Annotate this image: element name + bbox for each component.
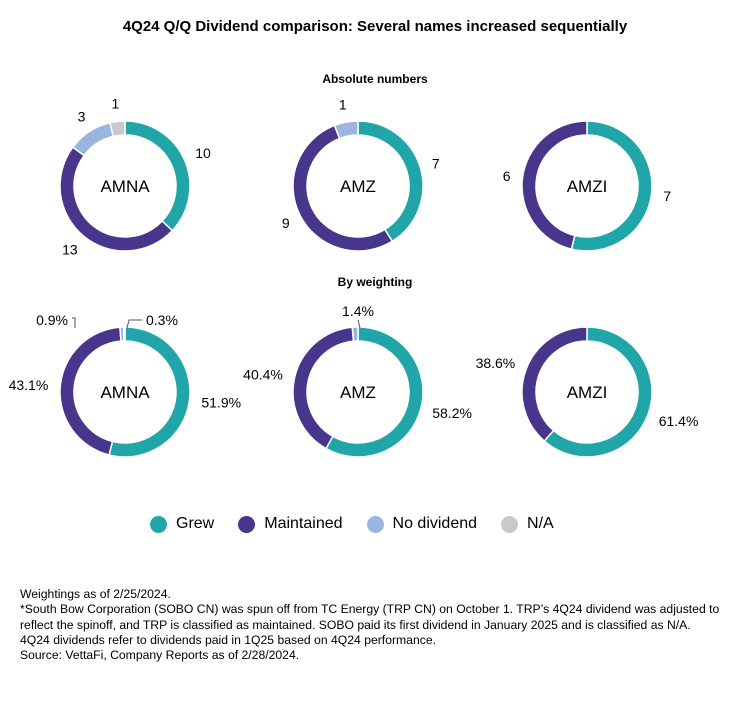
donut-center-label-amz: AMZ: [340, 383, 376, 402]
data-label-amz-grew: 7: [432, 155, 440, 171]
leader-line: [357, 319, 361, 329]
section-title-absolute: Absolute numbers: [322, 72, 428, 86]
note-source: Source: VettaFi, Company Reports as of 2…: [20, 648, 300, 663]
data-label-amna-grew: 10: [195, 145, 211, 161]
slice-amz-no-dividend: [351, 326, 359, 343]
data-label-amna-no-dividend: 0.9%: [36, 312, 68, 328]
data-label-amna-maintained: 13: [62, 242, 78, 258]
data-label-amz-maintained: 9: [282, 215, 290, 231]
chart-title: 4Q24 Q/Q Dividend comparison: Several na…: [122, 18, 628, 35]
legend-label: N/A: [527, 515, 554, 532]
data-label-amzi-grew: 61.4%: [659, 413, 699, 429]
data-label-amna-n-a: 1: [111, 96, 119, 112]
data-label-amz-maintained: 40.4%: [243, 366, 283, 382]
note-weightings: Weightings as of 2/25/2024.: [20, 587, 171, 601]
data-label-amna-n-a: 0.3%: [146, 312, 178, 328]
data-label-amz-grew: 58.2%: [432, 405, 472, 421]
slice-amz-no-dividend: [333, 120, 359, 140]
slice-amzi-maintained: [521, 120, 588, 251]
data-label-amzi-maintained: 6: [503, 168, 511, 184]
legend-swatch-grew: [150, 515, 167, 533]
slice-amna-n-a: [122, 326, 126, 342]
note-south-bow: *South Bow Corporation (SOBO CN) was spu…: [20, 602, 720, 632]
legend-label: No dividend: [392, 515, 478, 532]
slice-amna-grew: [124, 120, 191, 232]
slice-amna-maintained: [59, 146, 174, 252]
legend-swatch-no-dividend: [366, 515, 384, 533]
data-label-amzi-maintained: 38.6%: [476, 355, 516, 371]
donut-center-label-amz: AMZ: [340, 177, 376, 196]
data-label-amz-no-dividend: 1: [339, 96, 347, 112]
donut-center-label-amna: AMNA: [100, 383, 150, 402]
data-label-amzi-grew: 7: [663, 188, 671, 204]
legend: Grew Maintained No dividend N/A: [150, 515, 578, 533]
legend-swatch-maintained: [238, 515, 256, 533]
donut-center-label-amzi: AMZI: [567, 177, 608, 196]
legend-swatch-na: [501, 515, 519, 533]
data-label-amna-no-dividend: 3: [78, 109, 86, 125]
legend-label: Grew: [176, 515, 215, 532]
slice-amna-no-dividend: [71, 121, 115, 157]
legend-item-na: N/A: [501, 515, 554, 533]
data-label-amna-maintained: 43.1%: [9, 377, 49, 393]
donut-center-label-amna: AMNA: [100, 177, 150, 196]
leader-line: [72, 317, 76, 328]
section-title-weighting: By weighting: [337, 275, 413, 289]
footnotes: Weightings as of 2/25/2024. *South Bow C…: [20, 587, 735, 663]
legend-label: Maintained: [264, 515, 343, 532]
note-dividends: 4Q24 dividends refer to dividends paid i…: [20, 632, 436, 647]
legend-item-grew: Grew: [150, 515, 214, 533]
leader-line: [126, 319, 142, 329]
slice-amzi-maintained: [521, 326, 588, 443]
legend-item-maintained: Maintained: [238, 515, 343, 533]
slice-amna-n-a: [109, 120, 126, 138]
data-label-amz-no-dividend: 1.4%: [342, 303, 374, 319]
legend-item-no-dividend: No dividend: [366, 515, 478, 533]
donut-center-label-amzi: AMZI: [567, 383, 608, 402]
data-label-amna-grew: 51.9%: [201, 394, 241, 410]
